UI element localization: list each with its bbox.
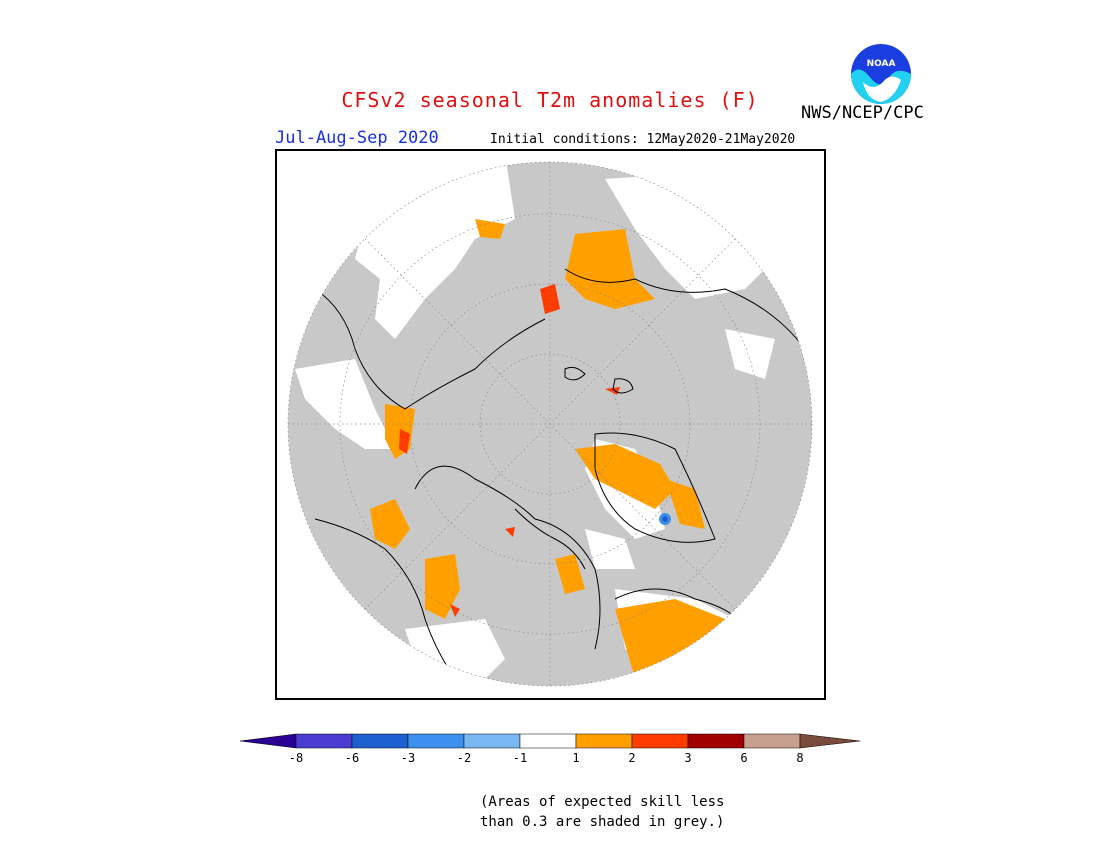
legend-tick-label: 6 xyxy=(740,751,747,765)
graticule xyxy=(287,161,813,687)
color-legend: -8 -6 -3 -2 -1 1 2 3 6 8 xyxy=(239,733,861,765)
noaa-logo-icon: NOAA xyxy=(851,44,911,104)
legend-swatch xyxy=(351,733,409,749)
skill-note: (Areas of expected skill less than 0.3 a… xyxy=(480,792,724,832)
legend-swatch xyxy=(631,733,689,749)
initial-conditions-label: Initial conditions: 12May2020-21May2020 xyxy=(490,132,796,147)
legend-tick-label: -3 xyxy=(401,751,415,765)
strong-warm-anomaly-spots xyxy=(399,284,620,617)
legend-swatch xyxy=(743,733,801,749)
legend-swatch-max xyxy=(799,733,861,749)
skill-note-line2: than 0.3 are shaded in grey.) xyxy=(480,814,725,830)
season-label: Jul-Aug-Sep 2020 xyxy=(275,128,439,148)
legend-swatch xyxy=(519,733,577,749)
skill-note-line1: (Areas of expected skill less xyxy=(480,794,725,810)
map-frame xyxy=(275,149,826,700)
logo-text: NOAA xyxy=(867,59,896,69)
map-title: CFSv2 seasonal T2m anomalies (F) xyxy=(341,88,759,112)
legend-tick-label: 3 xyxy=(684,751,691,765)
legend-swatch xyxy=(407,733,465,749)
legend-tick-label: 8 xyxy=(796,751,803,765)
legend-tick-label: 1 xyxy=(572,751,579,765)
legend-swatch-min xyxy=(239,733,297,749)
legend-tick-label: -8 xyxy=(289,751,303,765)
legend-tick-label: -2 xyxy=(457,751,471,765)
coastlines xyxy=(314,268,812,680)
legend-swatch xyxy=(575,733,633,749)
legend-swatch xyxy=(687,733,745,749)
legend-swatch xyxy=(463,733,521,749)
legend-swatch xyxy=(295,733,353,749)
polar-map xyxy=(275,149,826,700)
legend-tick-label: -1 xyxy=(513,751,527,765)
legend-tick-label: 2 xyxy=(628,751,635,765)
organization-label: NWS/NCEP/CPC xyxy=(801,103,924,123)
legend-tick-label: -6 xyxy=(345,751,359,765)
